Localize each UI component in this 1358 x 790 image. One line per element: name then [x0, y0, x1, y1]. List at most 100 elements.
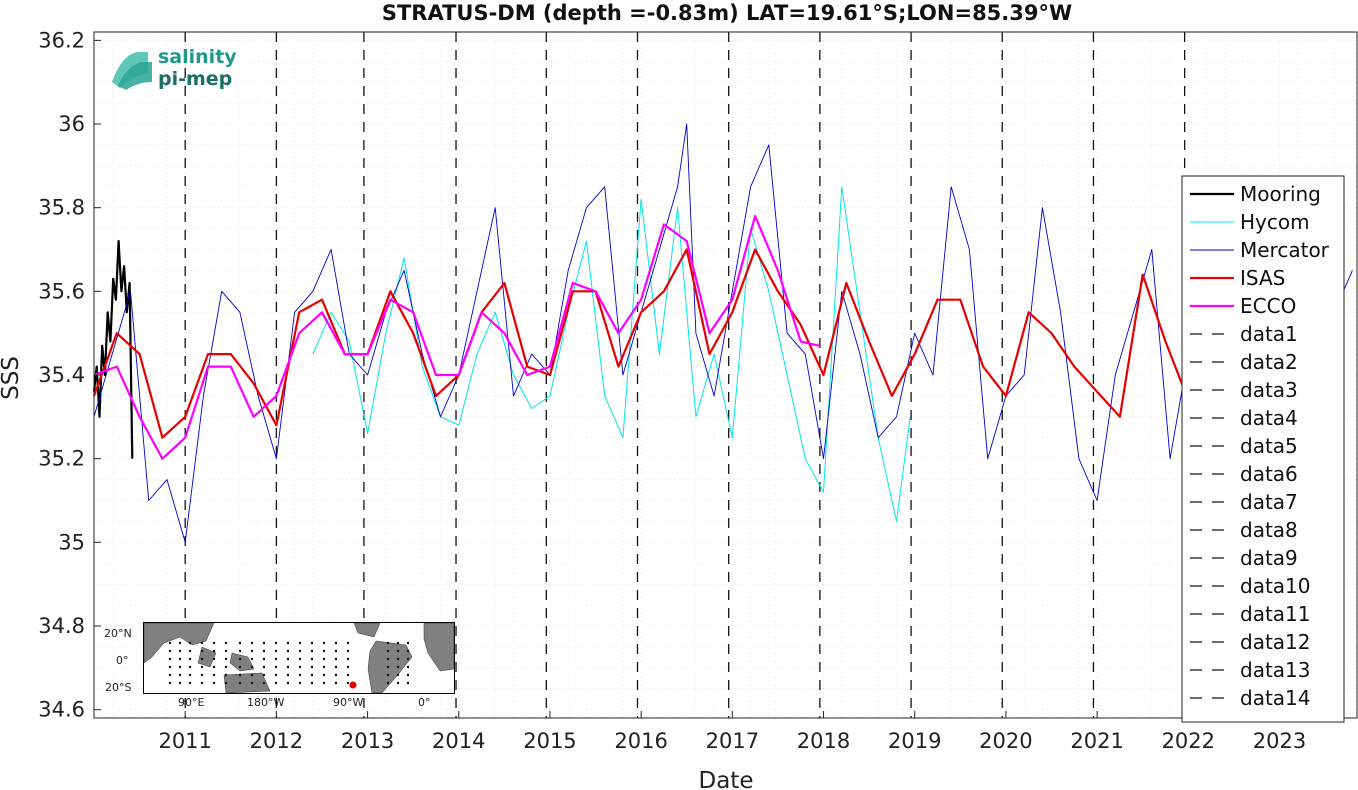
inset-dot [250, 673, 254, 677]
inset-dot [334, 649, 338, 653]
inset-dot [346, 673, 350, 677]
inset-dot [386, 641, 390, 645]
inset-dot [250, 641, 254, 645]
inset-dot [310, 673, 314, 677]
inset-dot [188, 673, 192, 677]
inset-dot [396, 641, 400, 645]
inset-dot [178, 681, 182, 685]
salinity-pimep-logo: salinity pi-mep [108, 44, 258, 96]
inset-dot [238, 641, 242, 645]
inset-lon-label-180w: 180°W [247, 696, 285, 709]
inset-dot [200, 673, 204, 677]
y-tick-label: 35.6 [38, 279, 85, 303]
inset-dot [188, 649, 192, 653]
legend-entry-data1: data1 [1240, 322, 1298, 346]
y-tick-label: 35 [58, 530, 85, 554]
legend-entry-data12: data12 [1240, 630, 1311, 654]
legend-entry-data7: data7 [1240, 490, 1298, 514]
x-tick-label: 2018 [797, 729, 850, 753]
inset-dot [406, 681, 410, 685]
inset-dot [168, 665, 172, 669]
inset-dot [178, 641, 182, 645]
legend-entry-ecco: ECCO [1240, 294, 1296, 318]
inset-dot [178, 673, 182, 677]
inset-dot [298, 641, 302, 645]
inset-dot [386, 665, 390, 669]
inset-dot [274, 665, 278, 669]
x-tick-label: 2023 [1253, 729, 1306, 753]
legend-entry-data4: data4 [1240, 406, 1298, 430]
inset-dot [322, 657, 326, 661]
inset-dot [212, 649, 216, 653]
legend-entry-data10: data10 [1240, 574, 1311, 598]
inset-dot [286, 681, 290, 685]
legend-entry-data13: data13 [1240, 658, 1311, 682]
inset-dot [334, 641, 338, 645]
inset-dot [274, 673, 278, 677]
inset-dot [274, 641, 278, 645]
legend-entry-data3: data3 [1240, 378, 1298, 402]
y-tick-label: 35.2 [38, 447, 85, 471]
y-tick-label: 34.6 [38, 698, 85, 722]
inset-dot [224, 673, 228, 677]
inset-dot [322, 649, 326, 653]
inset-dot [406, 641, 410, 645]
legend-box [1181, 175, 1345, 723]
inset-dot [334, 673, 338, 677]
inset-dot [334, 657, 338, 661]
inset-dot [286, 673, 290, 677]
x-tick-label: 2016 [614, 729, 667, 753]
inset-lat-label-s: 20°S [105, 681, 132, 694]
y-tick-labels: 34.6 34.8 35 35.2 35.4 35.6 35.8 36 36.2 [38, 28, 101, 722]
inset-dot [238, 665, 242, 669]
y-tick-label: 36.2 [38, 28, 85, 52]
inset-dot [274, 649, 278, 653]
legend-entry-data2: data2 [1240, 350, 1298, 374]
inset-dot [274, 681, 278, 685]
inset-dot [168, 657, 172, 661]
inset-dot [396, 649, 400, 653]
inset-dot [212, 665, 216, 669]
legend-entry-isas: ISAS [1240, 266, 1285, 290]
series-line-isas [92, 248, 1190, 439]
inset-lat-label-eq: 0° [116, 654, 129, 667]
inset-dot [406, 665, 410, 669]
inset-dot [386, 681, 390, 685]
inset-dot [286, 657, 290, 661]
inset-dot [200, 665, 204, 669]
inset-dot [250, 681, 254, 685]
inset-dot [298, 673, 302, 677]
inset-dot [238, 649, 242, 653]
inset-dot [168, 649, 172, 653]
inset-dot [212, 641, 216, 645]
inset-lon-label-90w: 90°W [333, 696, 364, 709]
inset-dot [224, 649, 228, 653]
inset-dot [322, 665, 326, 669]
inset-dot [188, 665, 192, 669]
inset-dot [386, 657, 390, 661]
inset-dot [200, 649, 204, 653]
inset-dot [396, 673, 400, 677]
inset-dot [334, 665, 338, 669]
inset-dot [346, 681, 350, 685]
inset-dot [250, 665, 254, 669]
y-tick-label: 36 [58, 112, 85, 136]
inset-dot [310, 657, 314, 661]
inset-dot [262, 641, 266, 645]
inset-dot [262, 673, 266, 677]
inset-dot [310, 641, 314, 645]
series-layer [92, 123, 1353, 543]
inset-dot [310, 665, 314, 669]
inset-dot [396, 657, 400, 661]
inset-dot [168, 641, 172, 645]
series-line-mooring [92, 240, 134, 459]
inset-dot [396, 665, 400, 669]
inset-dot [274, 657, 278, 661]
legend-entry-data14: data14 [1240, 686, 1311, 710]
legend-entry-mooring: Mooring [1240, 182, 1321, 206]
inset-dot [346, 657, 350, 661]
inset-dot [178, 657, 182, 661]
inset-dot [238, 681, 242, 685]
inset-dot [200, 641, 204, 645]
